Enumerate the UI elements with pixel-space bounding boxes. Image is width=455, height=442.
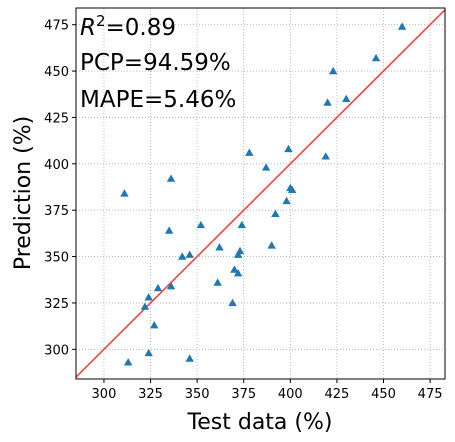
data-point-triangle bbox=[230, 265, 239, 273]
x-tick-label: 400 bbox=[278, 387, 303, 402]
x-tick-label: 425 bbox=[324, 387, 349, 402]
reference-line-group bbox=[76, 8, 445, 379]
data-point-triangle bbox=[371, 53, 381, 62]
x-tick-label: 375 bbox=[231, 387, 256, 402]
data-point-triangle bbox=[144, 293, 153, 301]
x-tick-label: 450 bbox=[371, 387, 396, 402]
x-tick-label: 350 bbox=[185, 387, 210, 402]
data-point-triangle bbox=[284, 144, 293, 153]
data-point-triangle bbox=[328, 66, 338, 75]
data-point-triangle bbox=[150, 321, 159, 329]
pcp-annotation: PCP=94.59% bbox=[80, 50, 231, 76]
data-point-triangle bbox=[213, 278, 222, 286]
x-tick-label: 300 bbox=[92, 387, 117, 402]
data-point-triangle bbox=[140, 302, 150, 310]
x-tick-label: 325 bbox=[138, 387, 163, 402]
data-point-triangle bbox=[144, 348, 153, 357]
data-point-triangle bbox=[123, 358, 133, 366]
data-point-triangle bbox=[166, 174, 176, 182]
data-point-triangle bbox=[342, 94, 351, 103]
data-point-triangle bbox=[196, 220, 206, 229]
data-point-triangle bbox=[166, 282, 176, 290]
data-point-triangle bbox=[120, 189, 129, 197]
y-tick-label: 375 bbox=[44, 204, 69, 219]
y-tick-label: 350 bbox=[44, 251, 69, 266]
y-tick-label: 400 bbox=[44, 158, 69, 173]
data-point-triangle bbox=[164, 226, 174, 234]
data-point-triangle bbox=[233, 269, 243, 277]
grid bbox=[76, 8, 445, 379]
data-point-triangle bbox=[215, 243, 224, 251]
data-point-triangle bbox=[323, 98, 332, 106]
data-point-triangle bbox=[261, 163, 271, 171]
y-tick-label: 450 bbox=[44, 65, 69, 80]
y-tick-label: 325 bbox=[44, 297, 69, 312]
data-point-triangle bbox=[185, 354, 194, 362]
data-point-triangle bbox=[185, 250, 194, 258]
data-point-triangle bbox=[228, 298, 237, 307]
data-point-triangle bbox=[321, 152, 330, 160]
reference-line-y-equals-x bbox=[76, 8, 445, 379]
x-tick-label: 475 bbox=[418, 387, 443, 402]
x-axis-ticks: 300 325 350 375 400 425 450 475 bbox=[92, 379, 443, 402]
y-tick-label: 475 bbox=[44, 19, 69, 34]
x-axis-label: Test data (%) bbox=[187, 410, 333, 435]
y-axis-ticks: 300 325 350 375 400 425 450 475 bbox=[44, 19, 76, 358]
data-point-triangle bbox=[267, 241, 276, 249]
r2-symbol: R bbox=[80, 15, 96, 41]
data-point-triangle bbox=[153, 283, 163, 292]
data-point-triangle bbox=[237, 220, 247, 229]
data-points bbox=[120, 22, 407, 366]
plot-frame bbox=[75, 7, 446, 380]
r2-value: =0.89 bbox=[106, 15, 176, 41]
data-point-triangle bbox=[287, 185, 297, 193]
data-point-triangle bbox=[233, 250, 243, 258]
r2-exponent: 2 bbox=[96, 12, 106, 30]
data-point-triangle bbox=[178, 252, 187, 260]
mape-annotation: MAPE=5.46% bbox=[80, 87, 236, 113]
y-tick-label: 425 bbox=[44, 111, 69, 126]
y-axis-label: Prediction (%) bbox=[11, 116, 36, 270]
r2-annotation: R2=0.89 bbox=[80, 12, 176, 41]
data-point-triangle bbox=[282, 196, 291, 205]
data-point-triangle bbox=[245, 148, 254, 156]
y-tick-label: 300 bbox=[44, 343, 69, 358]
data-point-triangle bbox=[271, 209, 280, 218]
data-point-triangle bbox=[397, 22, 407, 30]
